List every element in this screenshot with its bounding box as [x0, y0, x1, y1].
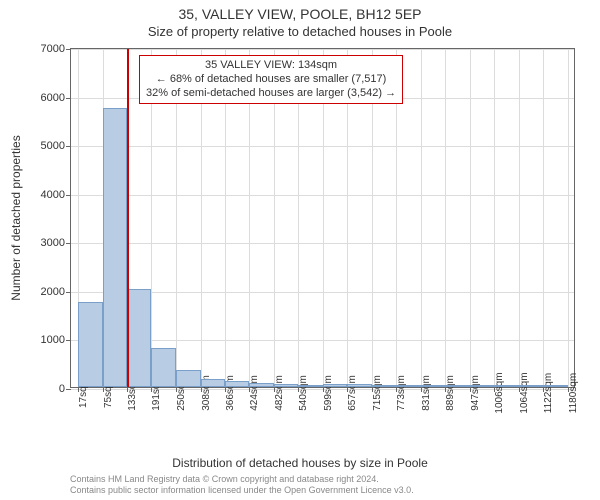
- annotation-line-3: 32% of semi-detached houses are larger (…: [146, 87, 396, 101]
- y-tick-label: 7000: [41, 43, 65, 55]
- x-axis-label: Distribution of detached houses by size …: [0, 456, 600, 470]
- x-tick-label: 1006sqm: [494, 372, 505, 413]
- y-tick: [66, 243, 71, 244]
- y-tick: [66, 49, 71, 50]
- histogram-bar: [127, 289, 151, 387]
- reference-line: [127, 49, 129, 387]
- x-tick-label: 831sqm: [421, 375, 432, 411]
- histogram-bar: [445, 385, 469, 387]
- y-tick-label: 4000: [41, 189, 65, 201]
- x-tick-label: 1180sqm: [568, 373, 579, 413]
- y-tick-label: 6000: [41, 92, 65, 104]
- chart-subtitle: Size of property relative to detached ho…: [0, 22, 600, 45]
- histogram-bar: [494, 385, 518, 387]
- histogram-bar: [103, 108, 127, 387]
- x-tick-label: 599sqm: [323, 375, 334, 411]
- histogram-bar: [298, 385, 322, 387]
- chart-title: 35, VALLEY VIEW, POOLE, BH12 5EP: [0, 0, 600, 22]
- x-tick-label: 889sqm: [445, 375, 456, 411]
- y-tick-label: 3000: [41, 237, 65, 249]
- x-tick-label: 947sqm: [470, 375, 481, 411]
- gridline-v: [470, 49, 471, 387]
- histogram-bar: [274, 384, 298, 387]
- plot-area: 0100020003000400050006000700017sqm75sqm1…: [70, 48, 575, 388]
- histogram-bar: [347, 384, 371, 387]
- x-tick-label: 540sqm: [298, 375, 309, 411]
- histogram-bar: [543, 385, 567, 387]
- x-tick-label: 715sqm: [372, 375, 383, 411]
- chart-container: 35, VALLEY VIEW, POOLE, BH12 5EP Size of…: [0, 0, 600, 500]
- y-tick-label: 1000: [41, 334, 65, 346]
- y-tick: [66, 195, 71, 196]
- histogram-bar: [470, 385, 494, 387]
- histogram-bar: [249, 383, 273, 387]
- histogram-bar: [396, 385, 420, 387]
- y-tick: [66, 292, 71, 293]
- y-axis-label: Number of detached properties: [9, 135, 23, 300]
- gridline-v: [494, 49, 495, 387]
- gridline-v: [543, 49, 544, 387]
- histogram-bar: [372, 385, 396, 387]
- x-tick-label: 424sqm: [249, 375, 260, 411]
- annotation-line-2: ← 68% of detached houses are smaller (7,…: [146, 73, 396, 87]
- histogram-bar: [225, 381, 249, 387]
- gridline-v: [421, 49, 422, 387]
- y-tick-label: 0: [59, 383, 65, 395]
- histogram-bar: [151, 348, 175, 387]
- histogram-bar: [201, 379, 225, 387]
- x-tick-label: 1064sqm: [519, 372, 530, 413]
- x-tick-label: 482sqm: [274, 375, 285, 411]
- y-tick-label: 2000: [41, 286, 65, 298]
- footer-line-2: Contains public sector information licen…: [70, 485, 414, 496]
- histogram-bar: [421, 385, 445, 387]
- y-tick: [66, 340, 71, 341]
- gridline-v: [445, 49, 446, 387]
- y-tick: [66, 146, 71, 147]
- histogram-bar: [78, 302, 102, 387]
- histogram-bar: [176, 370, 200, 387]
- y-tick: [66, 98, 71, 99]
- x-tick-label: 773sqm: [396, 375, 407, 411]
- x-tick-label: 657sqm: [347, 375, 358, 411]
- histogram-bar: [519, 385, 543, 387]
- footer-line-1: Contains HM Land Registry data © Crown c…: [70, 474, 414, 485]
- footer-attribution: Contains HM Land Registry data © Crown c…: [70, 474, 414, 496]
- y-tick: [66, 389, 71, 390]
- annotation-line-1: 35 VALLEY VIEW: 134sqm: [146, 59, 396, 73]
- gridline-v: [519, 49, 520, 387]
- histogram-bar: [323, 384, 347, 387]
- plot-outer: 0100020003000400050006000700017sqm75sqm1…: [70, 48, 575, 388]
- gridline-v: [568, 49, 569, 387]
- x-tick-label: 1122sqm: [543, 373, 554, 413]
- y-tick-label: 5000: [41, 140, 65, 152]
- annotation-box: 35 VALLEY VIEW: 134sqm← 68% of detached …: [139, 55, 403, 104]
